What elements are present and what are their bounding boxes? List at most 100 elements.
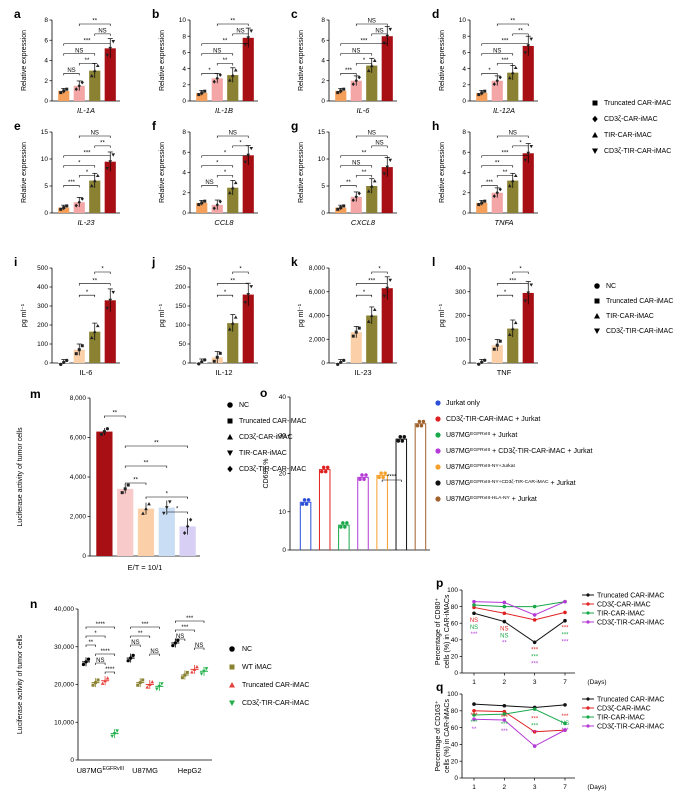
signif-label: NS — [131, 640, 139, 646]
data-point — [498, 339, 502, 343]
data-point — [65, 204, 69, 208]
signif-bracket — [496, 63, 514, 66]
y-tick-label: 2,000 — [309, 336, 326, 343]
signif-bracket — [340, 155, 388, 158]
signif-label: NS — [493, 48, 501, 54]
data-point — [402, 435, 407, 439]
bar — [476, 92, 488, 101]
y-tick-label: 30,000 — [54, 644, 74, 651]
signif-bracket — [201, 155, 249, 158]
data-point — [526, 151, 531, 156]
data-point — [197, 203, 201, 207]
series-point — [472, 717, 476, 721]
y-tick-label: 0 — [44, 210, 48, 217]
legend-marker — [586, 611, 590, 615]
data-point — [59, 91, 63, 95]
series-line — [473, 606, 566, 621]
data-point — [136, 683, 140, 687]
data-point — [218, 199, 222, 204]
signif-label: *** — [501, 58, 509, 64]
data-point — [321, 465, 326, 470]
legend-marker — [592, 100, 598, 106]
legend-marker — [435, 496, 441, 502]
signif-bracket — [130, 644, 141, 647]
data-point — [84, 660, 88, 664]
legend-entry: CD3ζ-TIR-CAR-iMAC — [606, 328, 673, 335]
y-tick-label: 15 — [41, 129, 49, 136]
legend-marker — [594, 298, 600, 304]
signif-label: * — [519, 267, 522, 273]
signif-label: *** — [531, 723, 539, 729]
data-point — [108, 298, 113, 303]
data-point — [369, 184, 374, 188]
bar — [491, 345, 503, 363]
legend-il: NC Truncated CAR-iMAC TIR-CAR-iMAC CD3ζ-TIR… — [594, 283, 673, 335]
legend-marker — [592, 148, 598, 154]
x-tick-label: U87MGEGFRvIII — [77, 766, 124, 775]
data-point — [200, 91, 204, 95]
signif-bracket — [340, 73, 357, 76]
data-point — [510, 326, 515, 331]
data-point — [351, 334, 355, 338]
x-tick-label: 2 — [503, 784, 507, 791]
x-tick-label: 7 — [563, 679, 567, 686]
y-tick-label: 6 — [44, 37, 48, 44]
data-point — [94, 681, 98, 685]
x-axis-label: IL-23 — [354, 368, 371, 377]
data-point — [369, 313, 374, 317]
data-point — [523, 51, 528, 55]
series-line — [473, 601, 566, 616]
signif-label: **** — [96, 622, 106, 628]
data-point — [120, 491, 124, 495]
bar — [366, 186, 378, 213]
signif-bracket — [340, 165, 373, 168]
y-tick-label: 10 — [459, 17, 467, 24]
bar — [227, 75, 239, 101]
y-tick-label: 2 — [182, 82, 186, 89]
y-tick-label: 40 — [451, 742, 459, 749]
y-tick-label: 20,000 — [54, 682, 74, 689]
data-point — [182, 531, 187, 535]
data-point — [188, 517, 193, 522]
y-axis-label: pg ml⁻¹ — [298, 303, 305, 327]
data-point — [74, 352, 78, 356]
signif-label: *** — [531, 654, 539, 660]
legend-entry: CD3ζ-TIR-CAR-iMAC — [242, 700, 309, 707]
legend-marker — [227, 434, 233, 440]
data-point — [381, 475, 385, 480]
y-tick-label: 8 — [182, 33, 186, 40]
signif-label: * — [239, 141, 242, 147]
signif-label: *** — [501, 729, 509, 735]
bar — [318, 469, 331, 550]
y-tick-label: 6 — [462, 149, 466, 156]
signif-label: *** — [561, 728, 569, 734]
data-point — [529, 37, 534, 41]
data-point — [59, 362, 63, 367]
legend-marker — [435, 480, 441, 486]
series-point — [472, 605, 476, 610]
data-point — [249, 29, 254, 33]
bar — [73, 202, 85, 213]
legend-entry: NC — [242, 646, 252, 653]
signif-bracket — [63, 43, 111, 46]
x-axis-label: TNFA — [494, 218, 513, 227]
signif-label: NS — [236, 29, 244, 35]
data-point — [203, 199, 207, 203]
y-tick-label: 4 — [182, 170, 186, 177]
data-point — [483, 199, 487, 203]
data-point — [498, 187, 502, 192]
data-point — [129, 656, 133, 660]
panel-label: h — [432, 119, 439, 133]
bar — [491, 80, 503, 101]
signif-label: * — [488, 68, 491, 74]
data-point — [105, 427, 110, 431]
data-point — [513, 65, 518, 70]
series-point — [472, 603, 476, 607]
series-point — [532, 640, 537, 645]
y-tick-label: 8 — [321, 17, 325, 24]
signif-label: NS — [195, 643, 203, 649]
data-point — [351, 198, 355, 203]
data-point — [523, 299, 528, 303]
